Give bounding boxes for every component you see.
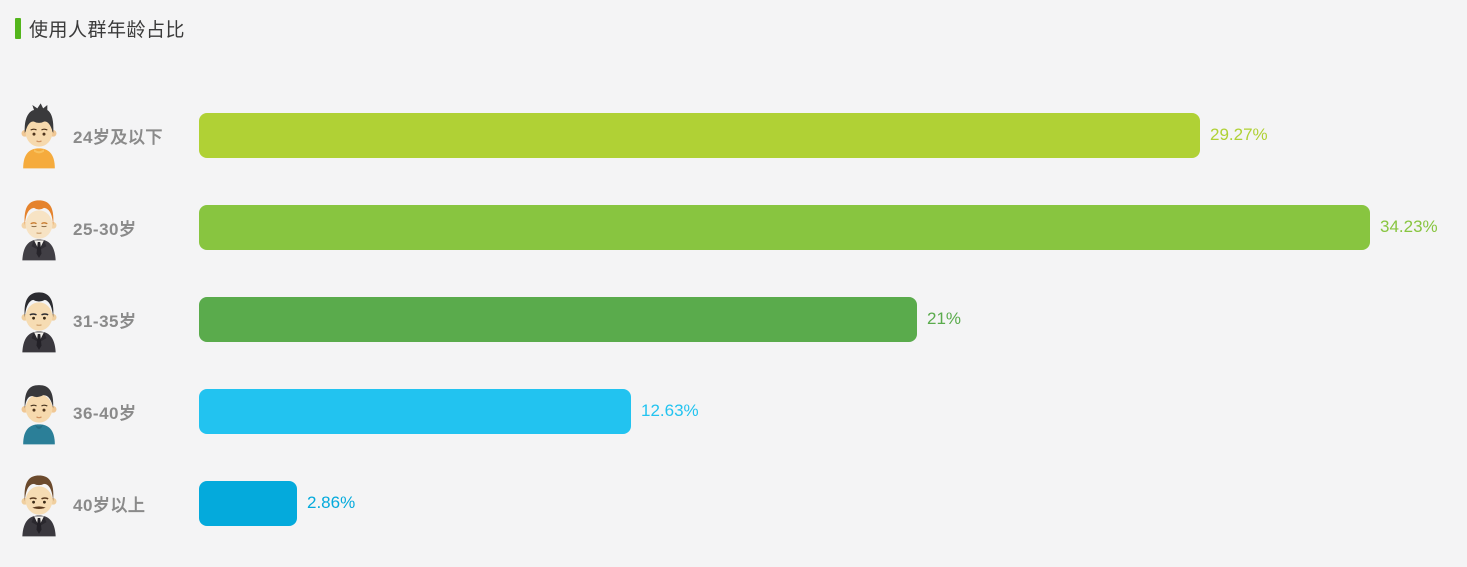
category-label: 40岁以上 (73, 495, 146, 515)
page-title: 使用人群年龄占比 (29, 19, 186, 41)
chart-row: 25-30岁 34.23% (0, 181, 1467, 273)
category-label: 25-30岁 (73, 219, 137, 239)
black-hair-businessman-avatar-icon (13, 285, 65, 353)
chart-row: 24岁及以下 29.27% (0, 89, 1467, 181)
chart-row: 36-40岁 12.63% (0, 365, 1467, 457)
bar-track: 29.27% (199, 112, 1467, 158)
bar[interactable] (199, 480, 297, 526)
young-man-orange-shirt-avatar-icon (13, 101, 65, 169)
category-label: 24岁及以下 (73, 127, 163, 147)
bar-track: 12.63% (199, 388, 1467, 434)
value-label: 29.27% (1210, 125, 1268, 144)
chart-title-bar: 使用人群年龄占比 (0, 0, 1467, 41)
value-label: 2.86% (307, 493, 356, 512)
bar-track: 21% (199, 296, 1467, 342)
bar[interactable] (199, 204, 1370, 250)
bar-chart: 24岁及以下 29.27% 25-30岁 (0, 89, 1467, 549)
category-label: 31-35岁 (73, 311, 137, 331)
orange-hair-businessman-avatar-icon (13, 193, 65, 261)
teal-shirt-man-avatar-icon (13, 377, 65, 445)
value-label: 34.23% (1380, 217, 1438, 236)
value-label: 12.63% (641, 401, 699, 420)
chart-row: 40岁以上 2.86% (0, 457, 1467, 549)
title-accent-bar (15, 17, 21, 39)
bar[interactable] (199, 388, 631, 434)
value-label: 21% (927, 309, 962, 328)
mustache-businessman-avatar-icon (13, 469, 65, 537)
category-label: 36-40岁 (73, 403, 137, 423)
bar[interactable] (199, 296, 917, 342)
bar[interactable] (199, 112, 1200, 158)
bar-track: 34.23% (199, 204, 1467, 250)
bar-track: 2.86% (199, 480, 1467, 526)
chart-row: 31-35岁 21% (0, 273, 1467, 365)
